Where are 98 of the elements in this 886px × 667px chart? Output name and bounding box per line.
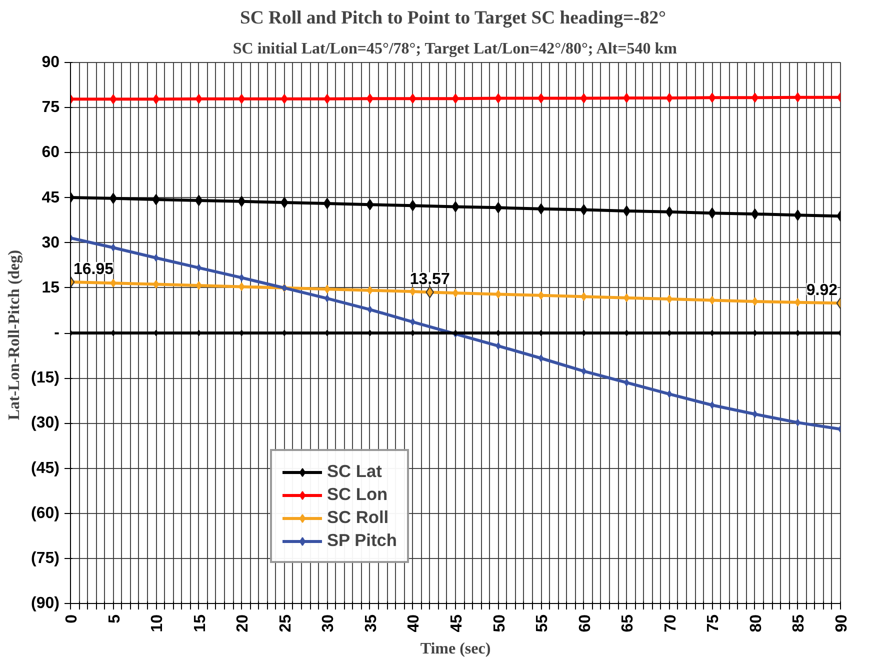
legend-label: SC Lon — [327, 484, 388, 505]
x-tick-label: 15 — [192, 614, 209, 632]
y-tick-label: 15 — [42, 279, 60, 296]
point — [538, 330, 544, 336]
y-tick-label: (15) — [31, 370, 60, 387]
point — [196, 281, 202, 290]
point — [282, 330, 287, 336]
y-tick-label: (90) — [31, 595, 60, 612]
point — [111, 330, 116, 336]
y-tick-label: (45) — [31, 460, 60, 477]
point — [580, 93, 588, 104]
point — [752, 297, 758, 306]
point — [582, 330, 586, 336]
point — [324, 330, 330, 336]
y-tick-label: 45 — [42, 189, 60, 206]
chart-subtitle: SC initial Lat/Lon=45°/78°; Target Lat/Lon=42°/80°; Alt=540 km — [232, 40, 678, 58]
point — [195, 94, 202, 104]
x-tick-label: 85 — [790, 614, 808, 632]
point — [452, 288, 459, 298]
point — [154, 330, 158, 336]
point — [238, 274, 244, 282]
point — [110, 94, 117, 104]
point — [794, 92, 802, 102]
point — [366, 94, 374, 104]
x-tick-label: 10 — [149, 614, 166, 632]
point — [366, 286, 373, 295]
point — [624, 378, 630, 386]
y-tick-label: 30 — [42, 234, 60, 252]
data-label: 9.92 — [806, 282, 838, 300]
point — [710, 330, 714, 336]
point — [538, 354, 544, 362]
point — [494, 93, 502, 104]
x-tick-label: 5 — [106, 614, 124, 624]
point — [324, 284, 330, 294]
x-tick-label: 40 — [406, 614, 423, 632]
legend-label: SP Pitch — [327, 530, 397, 551]
point — [196, 264, 202, 272]
point — [238, 94, 246, 104]
x-tick-label: 60 — [576, 614, 594, 632]
point — [494, 202, 502, 214]
point — [153, 280, 160, 289]
point — [795, 330, 800, 336]
point — [109, 192, 118, 204]
point — [408, 200, 417, 212]
point — [110, 278, 116, 288]
point — [624, 294, 630, 302]
x-tick-label: 20 — [234, 614, 252, 632]
x-tick-label: 45 — [448, 614, 466, 632]
y-axis-title: Lat-Lon-Roll-Pitch (deg) — [6, 250, 24, 420]
point — [409, 94, 416, 104]
legend-label: SC Roll — [327, 507, 389, 528]
x-tick-label: 75 — [705, 614, 722, 632]
point — [580, 292, 587, 301]
point — [623, 93, 630, 103]
x-tick-label: 50 — [491, 614, 508, 632]
x-tick-label: 65 — [620, 614, 637, 632]
point — [239, 330, 244, 336]
x-tick-label: 70 — [662, 614, 680, 632]
legend-label: SC Lat — [327, 461, 382, 482]
x-tick-label: 0 — [64, 614, 80, 624]
x-tick-label: 55 — [534, 614, 552, 632]
point — [538, 291, 544, 300]
point — [367, 306, 373, 314]
y-tick-label: 75 — [42, 99, 60, 116]
point — [666, 294, 672, 304]
x-tick-label: 90 — [834, 614, 850, 632]
y-tick-label: 60 — [42, 144, 60, 162]
point — [196, 330, 202, 336]
point — [410, 287, 416, 296]
y-tick-label: (60) — [31, 504, 60, 522]
point — [496, 330, 501, 336]
point — [752, 410, 758, 418]
point — [368, 330, 372, 336]
y-tick-label: 90 — [42, 54, 60, 71]
point — [666, 390, 672, 398]
point — [666, 93, 673, 103]
point — [410, 330, 415, 336]
data-label: 16.95 — [74, 261, 114, 278]
point — [708, 92, 716, 103]
x-axis-title: Time (sec) — [420, 640, 491, 658]
point — [794, 298, 801, 307]
x-tick-label: 30 — [320, 614, 338, 632]
x-tick-label: 80 — [748, 614, 765, 632]
point — [667, 330, 672, 336]
data-label: 13.57 — [410, 271, 450, 288]
chart-title: SC Roll and Pitch to Point to Target SC heading=-82° — [240, 8, 666, 28]
point — [794, 210, 802, 221]
point — [280, 94, 288, 104]
x-tick-label: 35 — [362, 614, 380, 632]
point — [324, 94, 331, 104]
point — [752, 330, 758, 336]
point — [452, 94, 459, 104]
y-tick-label: (30) — [31, 414, 60, 432]
point — [624, 330, 629, 336]
y-tick-label: - — [54, 324, 60, 342]
point — [153, 254, 159, 262]
x-tick-label: 25 — [277, 614, 294, 632]
y-tick-label: (75) — [31, 550, 60, 567]
